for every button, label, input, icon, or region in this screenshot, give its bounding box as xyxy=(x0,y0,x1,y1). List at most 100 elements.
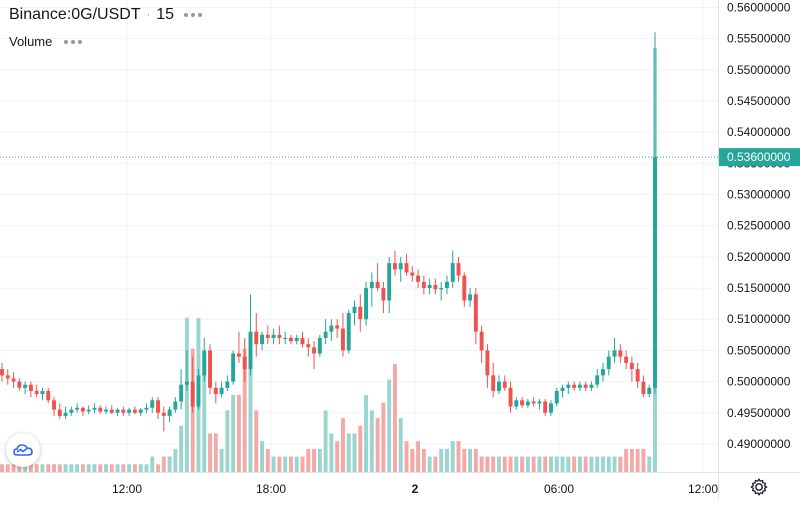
volume-options-icon[interactable] xyxy=(64,39,83,44)
candle-body xyxy=(572,384,577,388)
y-tick-label: 0.52000000 xyxy=(727,250,791,264)
volume-bar xyxy=(468,448,473,472)
candle-body xyxy=(190,381,195,407)
y-tick-label: 0.55500000 xyxy=(727,32,791,46)
candle-body xyxy=(653,157,657,388)
volume-bar xyxy=(138,464,143,472)
candle-body xyxy=(184,381,189,385)
volume-bar xyxy=(173,448,178,472)
candle-body xyxy=(427,284,432,289)
volume-bar xyxy=(629,448,634,472)
volume-bar xyxy=(439,448,444,472)
candle-body xyxy=(479,331,484,351)
symbol-legend[interactable]: Binance:0G/USDT · 15 xyxy=(9,6,203,24)
volume-bar xyxy=(456,441,461,472)
volume-bar xyxy=(427,456,432,472)
volume-bar xyxy=(462,448,467,472)
candle-body xyxy=(589,384,594,388)
candle-body xyxy=(63,412,68,416)
candle-body xyxy=(225,381,230,388)
candle-body xyxy=(306,344,311,348)
candle-body xyxy=(179,384,184,402)
candle-body xyxy=(156,400,160,413)
volume-label[interactable]: Volume xyxy=(9,34,53,49)
candle-body xyxy=(34,390,39,395)
volume-bar xyxy=(375,418,380,472)
candle-body xyxy=(294,337,299,342)
volume-bar xyxy=(312,448,317,472)
legend-separator: · xyxy=(146,9,151,21)
candle-body xyxy=(392,263,397,270)
gear-icon[interactable] xyxy=(749,477,769,497)
volume-bar xyxy=(485,456,490,472)
y-tick-label: 0.51000000 xyxy=(727,312,791,326)
candle-body xyxy=(612,350,617,357)
y-tick-label: 0.50000000 xyxy=(727,375,791,389)
candle-body xyxy=(260,334,265,345)
volume-bar xyxy=(450,441,455,472)
volume-bar xyxy=(306,448,311,472)
volume-bar xyxy=(144,464,149,472)
volume-bar xyxy=(641,448,646,472)
more-options-icon[interactable] xyxy=(184,13,203,17)
volume-bar xyxy=(329,433,334,472)
volume-bar xyxy=(75,464,80,472)
candle-body xyxy=(624,356,629,363)
candle-body xyxy=(0,369,4,376)
candle-body xyxy=(196,375,201,407)
volume-bar xyxy=(260,441,265,472)
volume-bar xyxy=(340,418,345,472)
volume-bar xyxy=(213,433,218,472)
candle-body xyxy=(641,381,646,395)
volume-bar xyxy=(525,456,530,472)
volume-legend[interactable]: Volume xyxy=(9,34,83,49)
candle-body xyxy=(312,347,317,354)
candle-body xyxy=(121,409,126,413)
candle-body xyxy=(375,281,380,289)
volume-bar xyxy=(219,448,224,472)
volume-bar xyxy=(543,456,548,472)
volume-bar xyxy=(416,441,421,472)
interval-label[interactable]: 15 xyxy=(156,6,175,23)
candle-body xyxy=(647,387,652,395)
candle-body xyxy=(57,409,62,416)
candle-body xyxy=(265,334,270,338)
volume-bar xyxy=(40,464,45,472)
volume-bar xyxy=(34,464,39,472)
volume-bar xyxy=(288,456,293,472)
candle-body xyxy=(525,401,530,406)
volume-bar xyxy=(577,456,582,472)
candle-body xyxy=(208,350,213,388)
candle-body xyxy=(173,401,178,410)
candle-body xyxy=(497,381,501,391)
candle-body xyxy=(69,409,74,413)
x-tick-label: 2 xyxy=(412,482,419,496)
volume-bar xyxy=(433,456,438,472)
volume-bar xyxy=(265,448,270,472)
volume-bar xyxy=(335,441,340,472)
candle-body xyxy=(549,403,553,413)
volume-bar xyxy=(98,464,103,472)
candle-body xyxy=(283,337,288,339)
symbol-title[interactable]: Binance:0G/USDT xyxy=(9,6,141,23)
candle-body xyxy=(473,294,478,332)
tradingview-cloud-icon[interactable] xyxy=(6,433,40,467)
candle-body xyxy=(456,263,461,276)
candle-body xyxy=(219,387,224,395)
volume-bar xyxy=(364,394,369,472)
x-tick-label: 18:00 xyxy=(256,482,286,496)
candle-body xyxy=(618,350,623,357)
volume-bar xyxy=(271,456,276,472)
candle-body xyxy=(352,306,357,314)
volume-bar xyxy=(231,394,236,472)
candle-body xyxy=(23,384,28,388)
volume-bar xyxy=(497,456,501,472)
y-tick-label: 0.50500000 xyxy=(727,343,791,357)
x-tick-label: 12:00 xyxy=(688,482,718,496)
y-tick-label: 0.53000000 xyxy=(727,188,791,202)
volume-bar xyxy=(502,456,507,472)
candle-body xyxy=(28,384,33,391)
candle-body xyxy=(381,288,386,301)
